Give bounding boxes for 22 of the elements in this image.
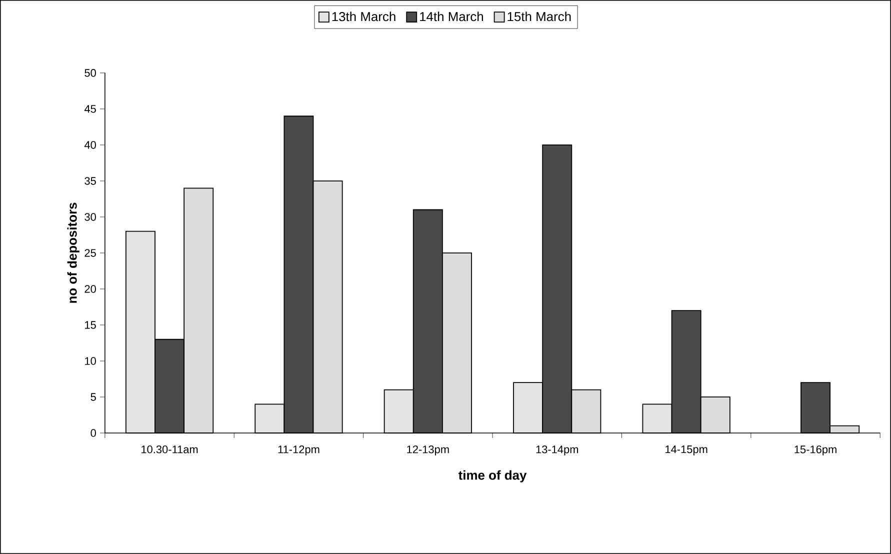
x-tick-label: 15-16pm bbox=[794, 446, 836, 456]
x-tick-label: 10.30-11am bbox=[142, 446, 198, 454]
y-tick-label: 5 bbox=[90, 393, 96, 401]
y-tick-label: 15 bbox=[85, 321, 96, 329]
x-tick-label: 12-13pm bbox=[407, 446, 449, 456]
legend-label: 13th March bbox=[332, 12, 396, 22]
y-tick-label: 10 bbox=[85, 357, 96, 365]
y-tick-label: 45 bbox=[84, 105, 96, 113]
legend-label: 15th March bbox=[508, 12, 571, 22]
y-axis-title: no of depositors bbox=[67, 202, 80, 303]
x-tick-label: 13-14pm bbox=[536, 446, 578, 456]
y-tick-label: 30 bbox=[84, 213, 96, 221]
x-tick-label: 14-15pm bbox=[666, 446, 708, 456]
y-tick-label: 50 bbox=[84, 69, 96, 77]
y-tick-label: 35 bbox=[84, 177, 96, 185]
x-tick-label: 11-12pm bbox=[278, 446, 320, 456]
legend-label: 14th March bbox=[420, 12, 483, 22]
x-axis-title: time of day bbox=[458, 470, 527, 482]
y-tick-label: 25 bbox=[84, 249, 96, 257]
y-tick-label: 20 bbox=[84, 285, 96, 293]
y-tick-label: 0 bbox=[90, 429, 96, 437]
y-tick-label: 40 bbox=[84, 141, 96, 149]
